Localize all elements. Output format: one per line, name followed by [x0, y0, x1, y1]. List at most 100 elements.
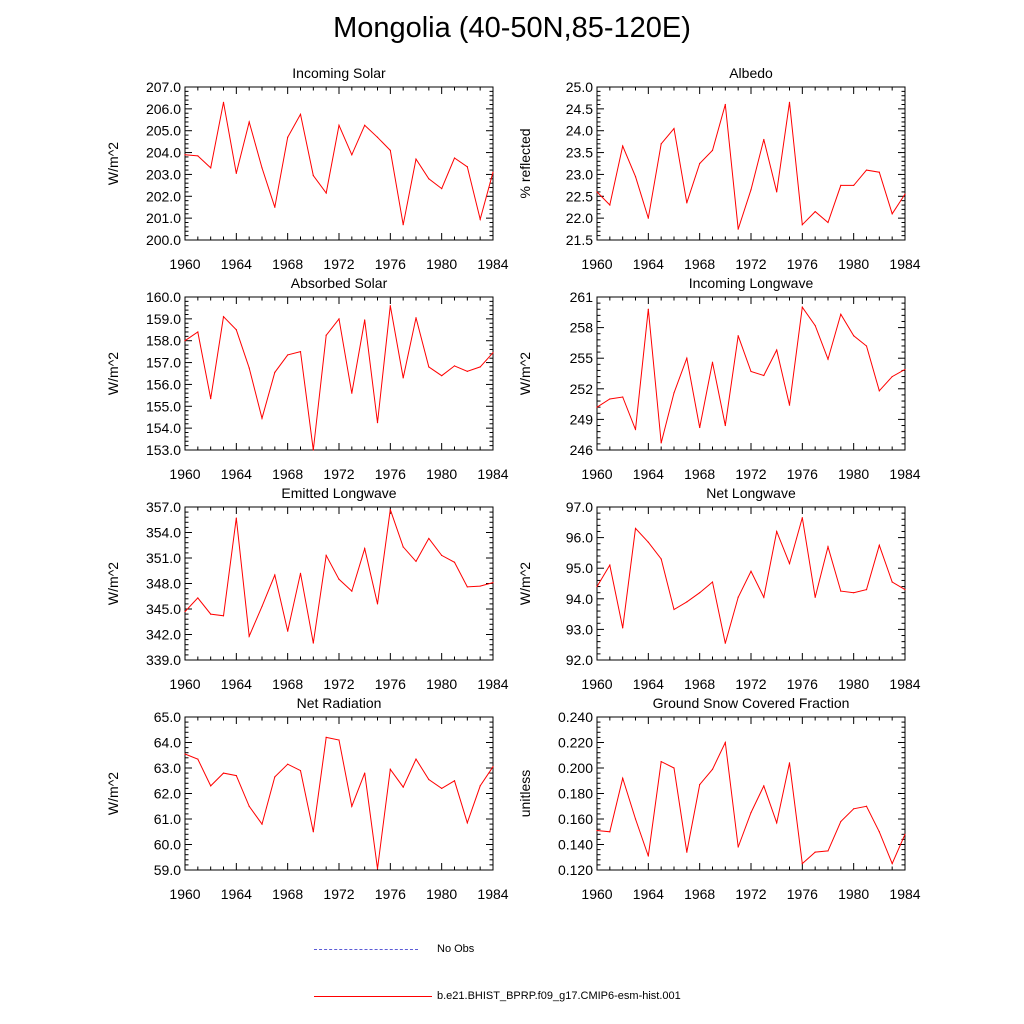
data-point — [647, 308, 649, 310]
x-tick-label: 1964 — [633, 676, 664, 692]
panel-incoming-solar: Incoming Solar W/m^2 200.0 201.0 202.0 203.0 2… — [105, 65, 509, 272]
data-point — [274, 371, 276, 374]
data-point — [750, 370, 752, 373]
data-point — [441, 375, 443, 377]
data-point — [479, 218, 481, 220]
data-point — [904, 193, 906, 195]
data-point — [351, 805, 353, 807]
panel-title: Absorbed Solar — [291, 275, 388, 291]
data-point — [351, 392, 353, 394]
data-point — [776, 191, 778, 193]
data-point — [622, 145, 624, 147]
series-line-absorbed-solar — [184, 305, 494, 451]
panel-title: Ground Snow Covered Fraction — [653, 695, 850, 711]
y-tick-label: 200.0 — [146, 232, 181, 248]
data-point — [660, 442, 662, 444]
data-point — [299, 769, 302, 772]
panel-incoming-longwave: Incoming Longwave W/m^2 246 249 252 255 258 261… — [517, 275, 921, 482]
data-point — [711, 581, 714, 583]
x-tick-label: 1980 — [838, 676, 869, 692]
data-point — [878, 171, 880, 173]
y-axis-label: unitless — [517, 770, 533, 817]
data-point — [853, 184, 855, 186]
data-point — [788, 762, 791, 764]
data-point — [492, 766, 494, 768]
x-tick-label: 1984 — [889, 466, 920, 482]
data-point — [827, 221, 829, 224]
data-point — [364, 319, 366, 321]
data-point — [299, 572, 302, 574]
data-point — [197, 758, 199, 760]
x-tick-label: 1972 — [323, 676, 354, 692]
data-point — [312, 642, 314, 644]
series-line-incoming-longwave — [596, 305, 906, 444]
data-point — [609, 204, 611, 206]
data-point — [261, 417, 263, 419]
y-tick-label: 0.120 — [558, 862, 593, 878]
data-point — [248, 635, 250, 637]
data-point — [814, 596, 816, 598]
x-tick-label: 1980 — [838, 466, 869, 482]
panel-net-radiation: Net Radiation W/m^2 59.0 60.0 61.0 62.0 63.0 64… — [105, 695, 509, 902]
y-tick-label: 255 — [570, 350, 594, 366]
y-tick-label: 153.0 — [146, 442, 181, 458]
data-point — [609, 564, 611, 566]
y-tick-label: 97.0 — [566, 499, 593, 515]
y-tick-label: 92.0 — [566, 652, 593, 668]
data-point — [660, 558, 662, 560]
x-tick-label: 1984 — [477, 256, 508, 272]
data-point — [763, 374, 765, 377]
data-point — [634, 429, 637, 431]
data-point — [814, 851, 816, 853]
y-tick-label: 0.200 — [558, 760, 593, 776]
x-tick-label: 1968 — [684, 886, 715, 902]
x-tick-label: 1960 — [581, 256, 612, 272]
data-point — [415, 560, 417, 563]
data-point — [402, 546, 404, 548]
series-line-net-radiation — [184, 736, 494, 869]
panel-absorbed-solar: Absorbed Solar W/m^2 153.0 154.0 155.0 156.0 1… — [105, 275, 509, 482]
data-point — [261, 167, 263, 169]
legend-model-swatch — [314, 996, 432, 997]
data-point — [724, 741, 726, 744]
data-point — [197, 155, 199, 157]
x-tick-label: 1968 — [272, 466, 303, 482]
data-point — [596, 191, 598, 193]
data-point — [840, 184, 842, 186]
x-tick-label: 1964 — [221, 676, 252, 692]
panel-title: Net Radiation — [297, 695, 382, 711]
data-point — [235, 775, 237, 777]
data-point — [389, 508, 391, 511]
x-tick-label: 1972 — [323, 256, 354, 272]
y-tick-label: 25.0 — [566, 79, 593, 95]
data-point — [853, 808, 855, 810]
data-point — [184, 753, 186, 755]
data-point — [415, 317, 417, 319]
series-line-ground-snow-covered-fraction — [596, 740, 906, 865]
data-point — [492, 582, 494, 584]
data-point — [840, 820, 842, 823]
x-tick-label: 1972 — [735, 886, 766, 902]
data-point — [711, 149, 714, 151]
x-tick-label: 1964 — [633, 256, 664, 272]
y-tick-label: 342.0 — [146, 627, 181, 643]
data-point — [338, 739, 340, 741]
data-point — [248, 121, 250, 123]
data-point — [647, 217, 649, 219]
data-point — [673, 127, 675, 130]
panel-albedo: Albedo % reflected 21.5 22.0 22.5 23.0 23.5 24.… — [517, 65, 921, 272]
data-point — [865, 169, 868, 171]
x-tick-label: 1984 — [477, 676, 508, 692]
data-point — [441, 787, 443, 790]
x-tick-label: 1976 — [375, 886, 406, 902]
x-tick-label: 1964 — [221, 466, 252, 482]
y-tick-label: 246 — [570, 442, 594, 458]
y-tick-label: 21.5 — [566, 232, 593, 248]
y-tick-label: 258 — [570, 320, 594, 336]
data-point — [763, 596, 765, 598]
data-point — [325, 192, 327, 194]
data-point — [415, 758, 417, 760]
y-axis-label: W/m^2 — [105, 562, 121, 605]
panel-emitted-longwave: Emitted Longwave W/m^2 339.0 342.0 345.0 348.… — [105, 485, 509, 692]
y-tick-label: 203.0 — [146, 166, 181, 182]
